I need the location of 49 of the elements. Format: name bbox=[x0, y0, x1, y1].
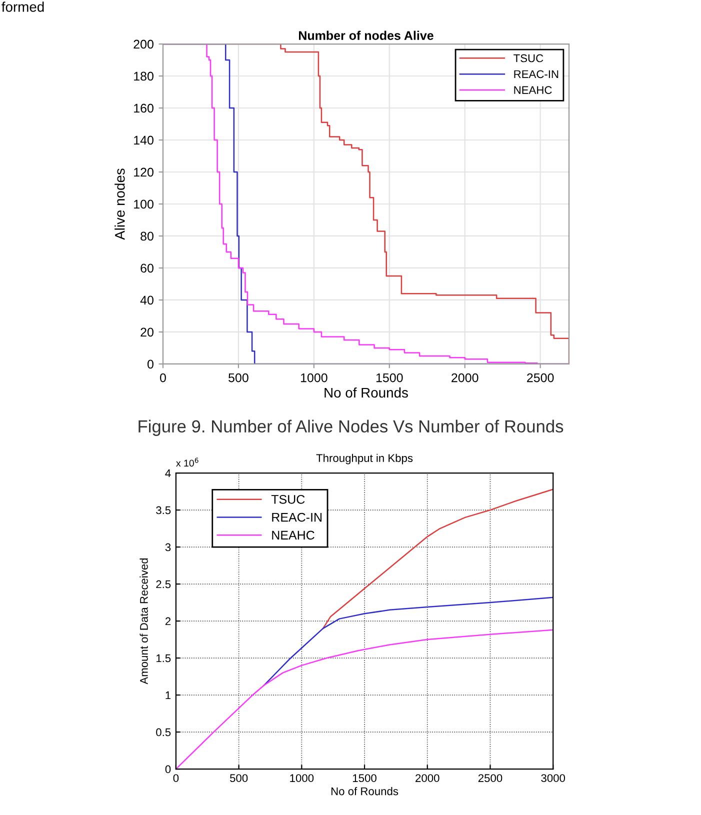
y-tick-label: 3.5 bbox=[156, 506, 171, 514]
y-tick-label: 100 bbox=[134, 200, 154, 209]
y-tick-label: 2.5 bbox=[156, 580, 171, 588]
y-tick-label: 3 bbox=[165, 543, 171, 552]
legend-label: TSUC bbox=[271, 494, 305, 504]
y-axis-title: Alive nodes bbox=[114, 168, 125, 240]
text: formed bbox=[2, 2, 44, 12]
legend-label: REAC-IN bbox=[272, 512, 322, 522]
y-tick-label: 60 bbox=[140, 264, 154, 273]
y-tick-label: 2 bbox=[165, 617, 171, 626]
y-tick-label: 180 bbox=[134, 72, 154, 81]
legend-label: NEAHC bbox=[514, 86, 552, 94]
y-tick-label: 0.5 bbox=[156, 728, 171, 736]
x-tick-label: 2000 bbox=[452, 373, 478, 382]
y-axis-title: Amount of Data Received bbox=[140, 558, 148, 684]
x-tick-label: 500 bbox=[230, 774, 248, 782]
y-tick-label: 0 bbox=[165, 765, 171, 774]
caption: Figure 9. Number of Alive Nodes Vs Number of Rounds bbox=[138, 420, 564, 436]
y-tick-label: 160 bbox=[134, 104, 154, 113]
y-tick-label: 4 bbox=[165, 469, 171, 478]
x-tick-label: 1500 bbox=[353, 774, 376, 782]
y-tick-label: 80 bbox=[140, 232, 154, 241]
x-tick-label: 2500 bbox=[527, 373, 554, 382]
text: x 10$^{6}$ bbox=[176, 458, 198, 467]
y-tick-label: 140 bbox=[134, 136, 154, 145]
x-tick-label: 1000 bbox=[290, 774, 314, 782]
x-tick-label: 1000 bbox=[300, 373, 328, 382]
y-tick-label: 1 bbox=[166, 691, 171, 700]
y-tick-label: 1.5 bbox=[156, 654, 171, 662]
line-series bbox=[263, 596, 554, 686]
chart-title: Throughput in Kbps bbox=[316, 454, 413, 464]
chart-title: Number of nodes Alive bbox=[299, 30, 434, 40]
y-tick-label: 20 bbox=[140, 328, 154, 337]
y-tick-label: 120 bbox=[134, 168, 154, 177]
x-tick-label: 500 bbox=[228, 373, 248, 382]
x-axis-title: No of Rounds bbox=[331, 787, 398, 796]
legend-label: REAC-IN bbox=[514, 70, 558, 78]
x-tick-label: 3000 bbox=[541, 774, 566, 782]
x-tick-label: 0 bbox=[173, 774, 179, 782]
legend-label: TSUC bbox=[514, 54, 544, 62]
y-tick-label: 200 bbox=[134, 40, 154, 49]
x-tick-label: 2500 bbox=[478, 774, 502, 782]
y-tick-label: 0 bbox=[147, 360, 154, 369]
x-tick-label: 2000 bbox=[416, 774, 440, 782]
x-axis-title: No of Rounds bbox=[324, 387, 408, 398]
line-series bbox=[322, 488, 554, 630]
legend-label: NEAHC bbox=[272, 530, 314, 540]
x-tick-label: 1500 bbox=[376, 373, 403, 382]
y-tick-label: 40 bbox=[140, 296, 154, 305]
